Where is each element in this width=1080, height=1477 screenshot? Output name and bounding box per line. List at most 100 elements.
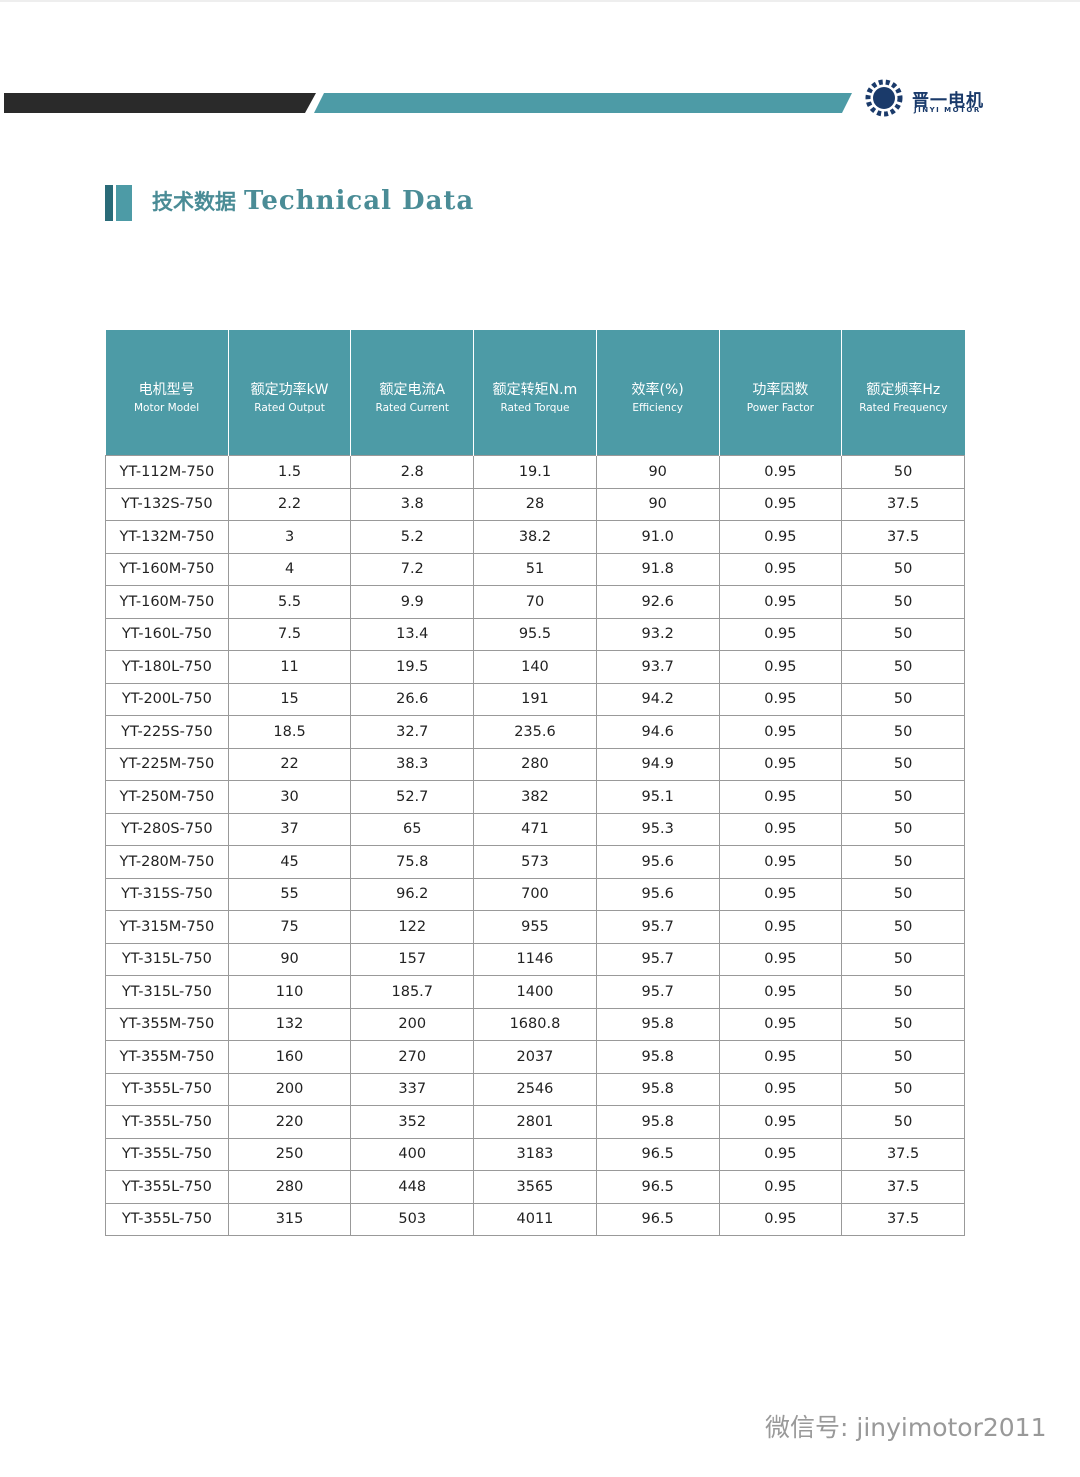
table-cell: 50 <box>841 812 965 846</box>
table-cell: 400 <box>350 1137 475 1171</box>
table-row: YT-112M-750 1.5 2.8 19.1 90 0.95 50 <box>105 455 965 489</box>
table-cell: 0.95 <box>718 1072 843 1106</box>
table-cell: 93.7 <box>595 650 720 684</box>
header-en: Motor Model <box>133 402 200 414</box>
table-cell: 95.6 <box>595 845 720 879</box>
table-cell: 7.5 <box>227 617 352 651</box>
table-cell: 352 <box>350 1105 475 1139</box>
title-marker <box>105 185 113 221</box>
table-cell: 0.95 <box>718 1202 843 1236</box>
table-cell: 200 <box>350 1007 475 1041</box>
title-zh: 技术数据 <box>152 189 236 214</box>
table-cell: 50 <box>841 877 965 911</box>
table-cell: 19.5 <box>350 650 475 684</box>
table-cell: 95.1 <box>595 780 720 814</box>
logo-core <box>873 87 895 109</box>
table-cell: 26.6 <box>350 682 475 716</box>
header-zh: 额定电流A <box>379 382 446 398</box>
table-cell: YT-355L-750 <box>105 1072 229 1106</box>
table-cell: 3.8 <box>350 487 475 521</box>
table-cell: 0.95 <box>718 845 843 879</box>
table-cell: 91.0 <box>595 520 720 554</box>
table-cell: 51 <box>473 552 597 586</box>
table-cell: 471 <box>473 812 597 846</box>
table-cell: 2801 <box>473 1105 597 1139</box>
table-cell: 95.8 <box>595 1007 720 1041</box>
table-cell: YT-355M-750 <box>105 1007 229 1041</box>
table-cell: 0.95 <box>718 812 843 846</box>
header-zh: 额定功率kW <box>250 382 329 398</box>
header-en: Rated Torque <box>500 402 570 414</box>
table-cell: 65 <box>350 812 475 846</box>
column-header: 额定频率Hz Rated Frequency <box>841 330 965 456</box>
data-table: 电机型号 Motor Model 额定功率kW Rated Output 额定电流A Ra… <box>105 330 965 1236</box>
header-zh: 额定频率Hz <box>866 382 941 398</box>
table-cell: 0.95 <box>718 747 843 781</box>
table-cell: YT-250M-750 <box>105 780 229 814</box>
table-cell: YT-225S-750 <box>105 715 229 749</box>
table-cell: 28 <box>473 487 597 521</box>
table-cell: YT-280M-750 <box>105 845 229 879</box>
table-cell: YT-132S-750 <box>105 487 229 521</box>
table-cell: 157 <box>350 942 475 976</box>
column-header: 额定功率kW Rated Output <box>227 330 351 456</box>
table-cell: 94.2 <box>595 682 720 716</box>
table-row: YT-280M-750 45 75.8 573 95.6 0.95 50 <box>105 845 965 879</box>
table-row: YT-315L-750 90 157 1146 95.7 0.95 50 <box>105 942 965 976</box>
table-cell: YT-160M-750 <box>105 585 229 619</box>
table-cell: 0.95 <box>718 682 843 716</box>
table-cell: 1400 <box>473 975 597 1009</box>
table-row: YT-315S-750 55 96.2 700 95.6 0.95 50 <box>105 877 965 911</box>
table-cell: 0.95 <box>718 877 843 911</box>
table-cell: YT-160L-750 <box>105 617 229 651</box>
table-cell: 50 <box>841 780 965 814</box>
table-cell: 503 <box>350 1202 475 1236</box>
header-en: Rated Current <box>375 402 450 414</box>
header-zh: 电机型号 <box>138 382 195 398</box>
table-cell: 1680.8 <box>473 1007 597 1041</box>
table-cell: 280 <box>473 747 597 781</box>
table-row: YT-160M-750 5.5 9.9 70 92.6 0.95 50 <box>105 585 965 619</box>
table-cell: 37.5 <box>841 1137 965 1171</box>
table-cell: 50 <box>841 910 965 944</box>
table-cell: 11 <box>227 650 352 684</box>
table-cell: 3565 <box>473 1170 597 1204</box>
table-row: YT-250M-750 30 52.7 382 95.1 0.95 50 <box>105 780 965 814</box>
table-cell: 0.95 <box>718 650 843 684</box>
section-title: 技术数据 Technical Data <box>152 186 474 216</box>
table-cell: 50 <box>841 975 965 1009</box>
table-cell: 70 <box>473 585 597 619</box>
table-cell: 160 <box>227 1040 352 1074</box>
table-cell: 90 <box>595 487 720 521</box>
table-row: YT-160L-750 7.5 13.4 95.5 93.2 0.95 50 <box>105 617 965 651</box>
brand-en: JINYI MOTOR <box>914 106 981 114</box>
table-cell: 5.5 <box>227 585 352 619</box>
table-cell: YT-180L-750 <box>105 650 229 684</box>
table-cell: 38.3 <box>350 747 475 781</box>
table-cell: 1146 <box>473 942 597 976</box>
header-row: 电机型号 Motor Model 额定功率kW Rated Output 额定电流A Ra… <box>105 330 965 456</box>
column-header: 额定转矩N.m Rated Torque <box>473 330 597 456</box>
table-cell: 4 <box>227 552 352 586</box>
table-cell: 37.5 <box>841 487 965 521</box>
table-cell: 315 <box>227 1202 352 1236</box>
table-cell: 0.95 <box>718 715 843 749</box>
table-cell: YT-315S-750 <box>105 877 229 911</box>
table-cell: 96.5 <box>595 1170 720 1204</box>
table-cell: 45 <box>227 845 352 879</box>
table-cell: 270 <box>350 1040 475 1074</box>
table-cell: 19.1 <box>473 455 597 489</box>
table-cell: 50 <box>841 650 965 684</box>
table-cell: 37.5 <box>841 1202 965 1236</box>
table-row: YT-355L-750 250 400 3183 96.5 0.95 37.5 <box>105 1137 965 1171</box>
table-cell: 95.3 <box>595 812 720 846</box>
table-cell: 95.8 <box>595 1105 720 1139</box>
table-cell: 0.95 <box>718 780 843 814</box>
table-cell: 50 <box>841 715 965 749</box>
table-row: YT-280S-750 37 65 471 95.3 0.95 50 <box>105 812 965 846</box>
table-cell: 2546 <box>473 1072 597 1106</box>
table-row: YT-355L-750 220 352 2801 95.8 0.95 50 <box>105 1105 965 1139</box>
column-header: 效率(%) Efficiency <box>595 330 720 456</box>
table-cell: YT-355L-750 <box>105 1202 229 1236</box>
